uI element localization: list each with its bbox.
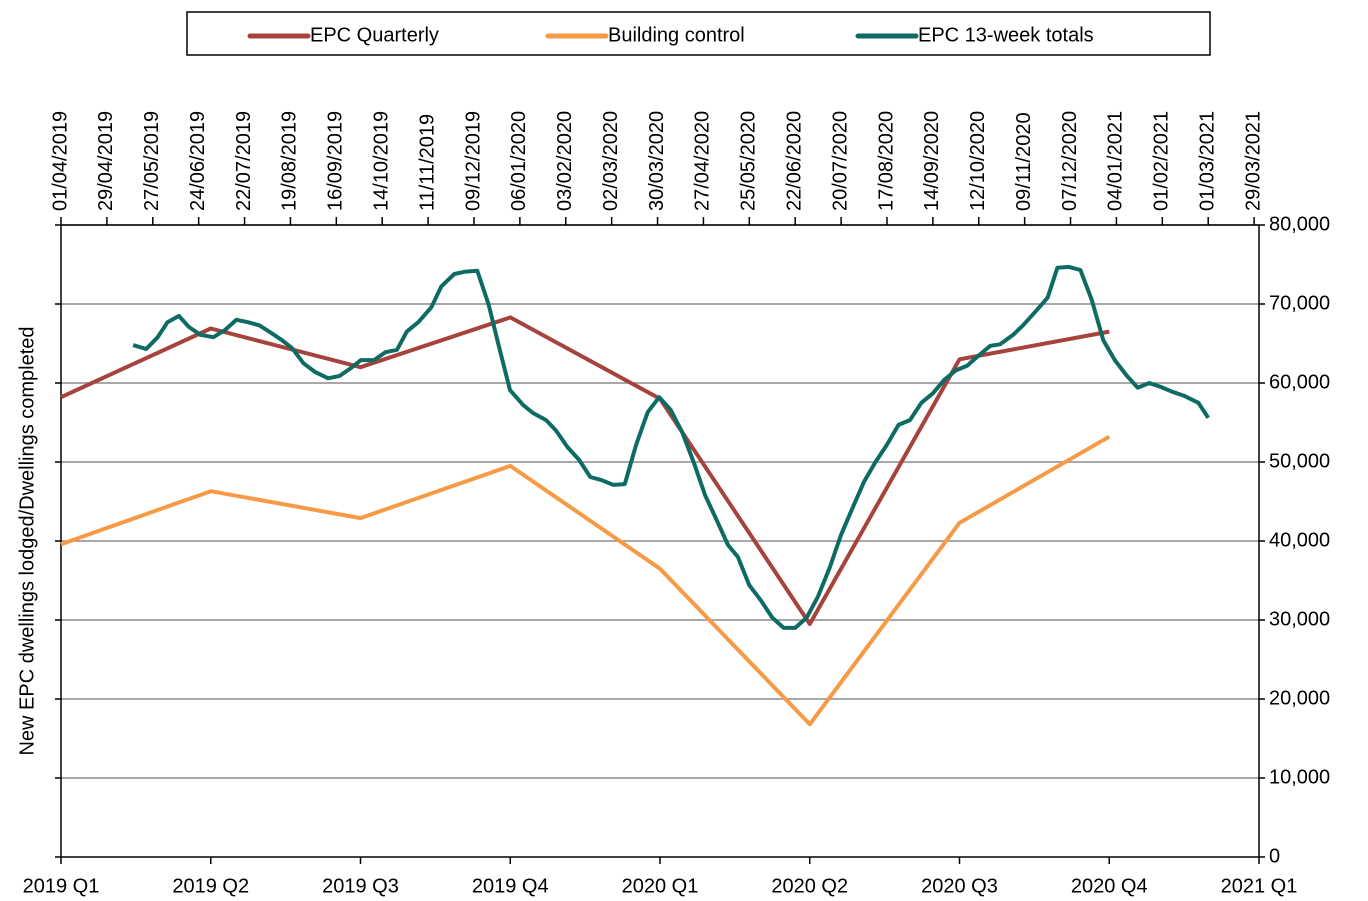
legend-label: EPC Quarterly [310,24,439,46]
x2-tick-label: 29/04/2019 [95,111,117,211]
x2-tick-label: 01/02/2021 [1151,111,1173,211]
y-tick-label: 10,000 [1269,766,1330,788]
x2-tick-label: 02/03/2020 [600,111,622,211]
x2-tick-label: 30/03/2020 [646,111,668,211]
y-tick-label: 80,000 [1269,213,1330,235]
x-tick-label: 2020 Q2 [771,875,848,897]
x2-tick-label: 03/02/2020 [554,111,576,211]
series-line [132,264,1210,630]
x2-tick-label: 14/09/2020 [921,111,943,211]
x2-tick-label: 19/08/2019 [279,111,301,211]
x2-tick-label: 09/11/2020 [1013,112,1035,211]
x-tick-label: 2019 Q2 [172,875,249,897]
x-tick-label: 2020 Q4 [1071,875,1148,897]
x2-tick-label: 20/07/2020 [829,111,851,211]
x-tick-label: 2020 Q1 [622,875,699,897]
y-tick-label: 40,000 [1269,529,1330,551]
x2-tick-label: 24/06/2019 [187,111,209,211]
y-tick-label: 20,000 [1269,687,1330,709]
y-tick-label: 60,000 [1269,371,1330,393]
y-tick-label: 0 [1269,845,1280,867]
x-tick-label: 2020 Q3 [921,875,998,897]
x-tick-label: 2021 Q1 [1221,875,1298,897]
x-tick-label: 2019 Q4 [472,875,549,897]
x2-tick-label: 27/05/2019 [141,111,163,211]
x2-tick-label: 17/08/2020 [875,111,897,211]
legend-label: EPC 13-week totals [918,24,1094,46]
series-line [60,434,1111,727]
y-axis-title: New EPC dwellings lodged/Dwellings compl… [16,326,38,755]
x2-tick-label: 09/12/2019 [462,111,484,211]
x2-tick-label: 01/03/2021 [1196,111,1218,211]
x2-tick-label: 12/10/2020 [967,111,989,211]
x2-tick-label: 14/10/2019 [370,111,392,211]
x2-tick-label: 16/09/2019 [325,111,347,211]
legend-box [186,11,1211,56]
y-tick-label: 50,000 [1269,450,1330,472]
x2-tick-label: 22/06/2020 [783,111,805,211]
x2-tick-label: 11/11/2019 [416,114,438,211]
y-tick-label: 30,000 [1269,608,1330,630]
x2-tick-label: 01/04/2019 [49,111,71,211]
x2-tick-label: 25/05/2020 [738,111,760,211]
x2-tick-label: 22/07/2019 [233,111,255,211]
x2-tick-label: 27/04/2020 [692,111,714,211]
y-tick-label: 70,000 [1269,292,1330,314]
x-tick-label: 2019 Q3 [322,875,399,897]
x2-tick-label: 07/12/2020 [1059,111,1081,211]
x2-tick-label: 29/03/2021 [1242,111,1264,211]
legend-label: Building control [608,24,745,46]
x2-tick-label: 04/01/2021 [1105,111,1127,211]
series-line [60,315,1110,626]
x-tick-label: 2019 Q1 [23,875,100,897]
x2-tick-label: 06/01/2020 [508,111,530,211]
